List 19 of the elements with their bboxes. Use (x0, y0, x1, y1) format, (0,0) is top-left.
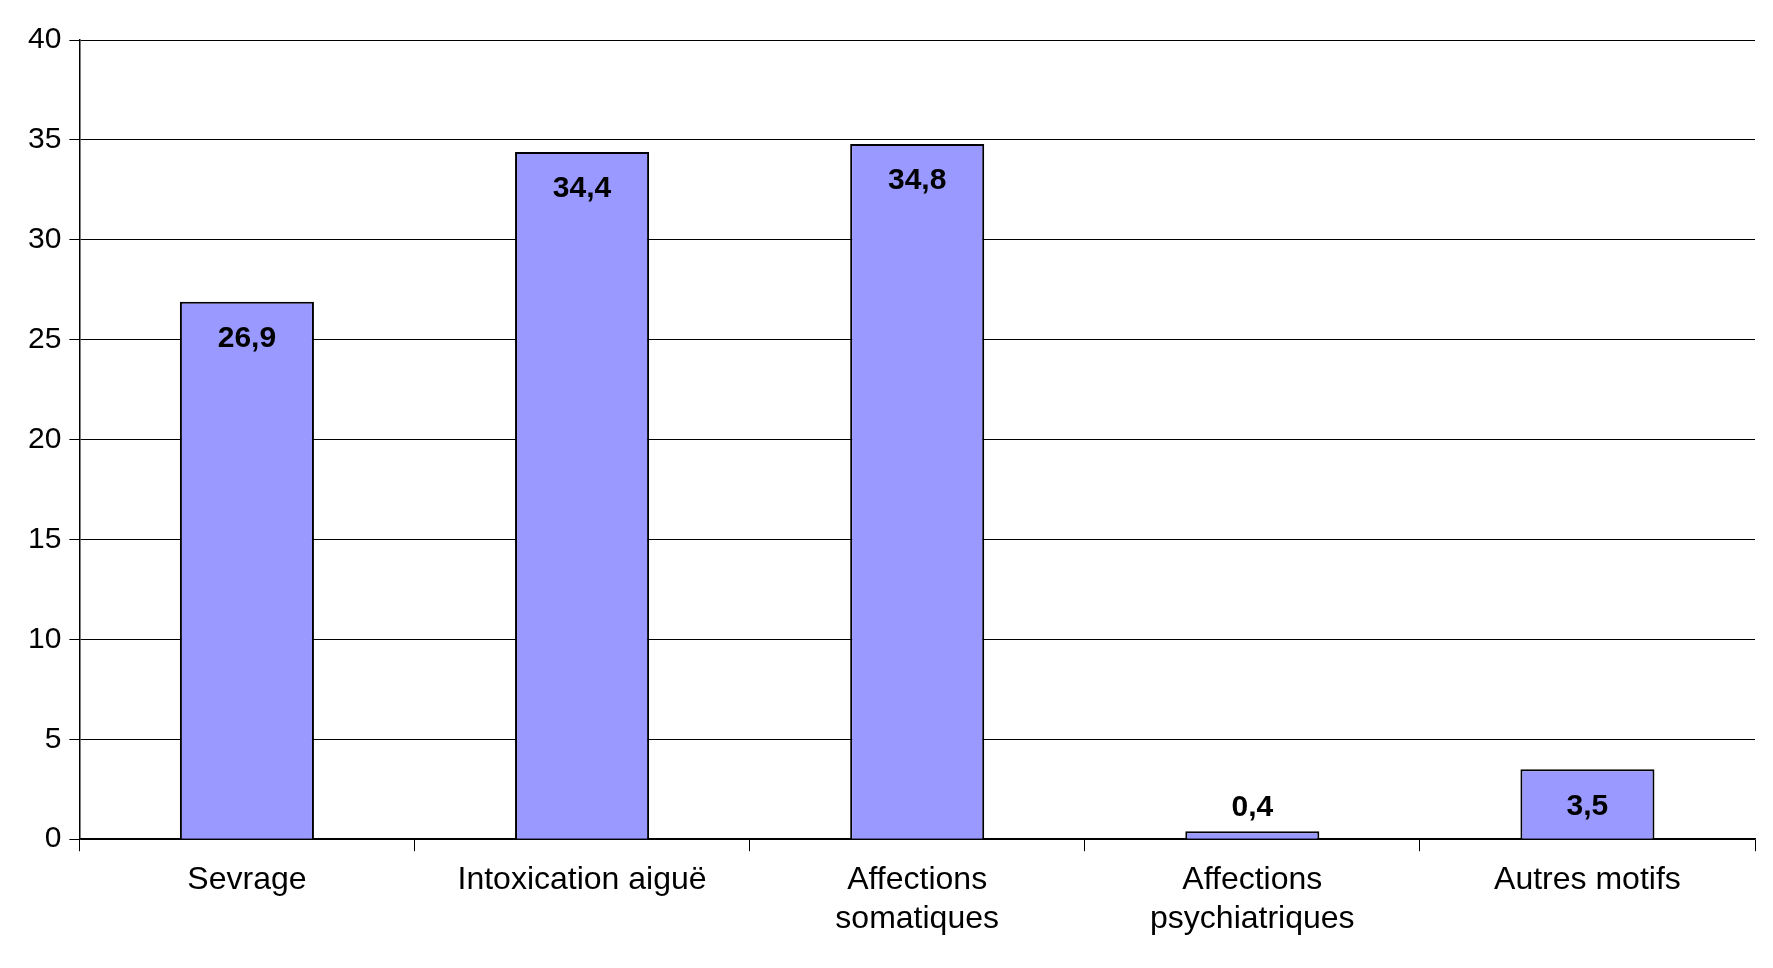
y-tick-label: 35 (27, 121, 62, 155)
data-label: 34,4 (552, 170, 612, 204)
data-label: 3,5 (1566, 787, 1609, 821)
x-tick-label: Autres motifs (1494, 860, 1681, 897)
y-tick-label: 10 (27, 620, 62, 654)
data-label: 26,9 (217, 320, 277, 353)
x-tick-label: Intoxication aiguë (457, 860, 707, 897)
data-label: 0,4 (1231, 789, 1274, 823)
y-tick-label: 25 (27, 320, 62, 354)
y-tick-label: 15 (27, 520, 62, 554)
x-tick-label: Affections somatiques (835, 860, 999, 935)
y-tick-label: 20 (27, 420, 62, 454)
y-tick-label: 5 (44, 720, 62, 754)
x-tick-label: Sevrage (187, 860, 307, 897)
x-tick-label: Affections psychiatriques (1150, 860, 1355, 935)
data-label: 34,8 (887, 162, 947, 196)
y-tick-label: 40 (27, 21, 62, 55)
y-tick-label: 30 (27, 221, 62, 255)
y-tick-label: 0 (44, 820, 62, 854)
